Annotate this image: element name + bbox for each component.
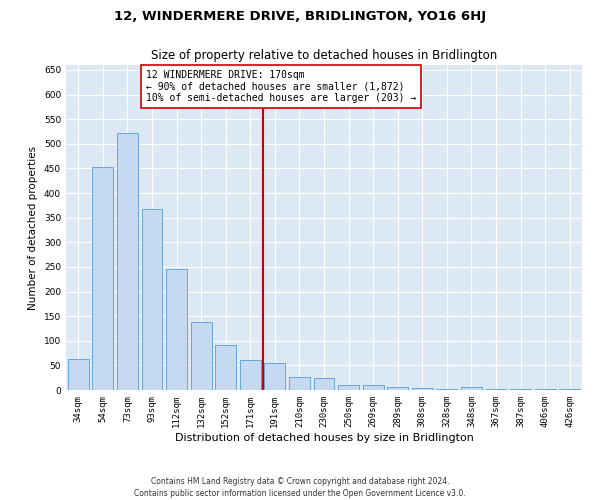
Bar xyxy=(142,209,163,390)
Bar xyxy=(559,389,580,390)
Bar xyxy=(436,388,457,390)
Bar xyxy=(510,388,531,390)
Bar xyxy=(387,386,408,390)
Title: Size of property relative to detached houses in Bridlington: Size of property relative to detached ho… xyxy=(151,50,497,62)
Y-axis label: Number of detached properties: Number of detached properties xyxy=(28,146,38,310)
Text: Contains HM Land Registry data © Crown copyright and database right 2024.
Contai: Contains HM Land Registry data © Crown c… xyxy=(134,476,466,498)
Text: 12, WINDERMERE DRIVE, BRIDLINGTON, YO16 6HJ: 12, WINDERMERE DRIVE, BRIDLINGTON, YO16 … xyxy=(114,10,486,23)
Bar xyxy=(485,388,506,390)
Bar xyxy=(191,322,212,390)
Bar xyxy=(117,133,138,390)
Text: 12 WINDERMERE DRIVE: 170sqm
← 90% of detached houses are smaller (1,872)
10% of : 12 WINDERMERE DRIVE: 170sqm ← 90% of det… xyxy=(146,70,416,103)
Bar xyxy=(92,167,113,390)
Bar xyxy=(166,269,187,390)
Bar xyxy=(314,378,334,390)
Bar xyxy=(68,360,89,390)
X-axis label: Distribution of detached houses by size in Bridlington: Distribution of detached houses by size … xyxy=(175,432,473,442)
Bar xyxy=(265,364,286,390)
Bar xyxy=(240,360,261,390)
Bar xyxy=(338,385,359,390)
Bar xyxy=(289,377,310,390)
Bar xyxy=(461,387,482,390)
Bar xyxy=(412,388,433,390)
Bar xyxy=(535,389,556,390)
Bar xyxy=(215,344,236,390)
Bar xyxy=(362,385,383,390)
